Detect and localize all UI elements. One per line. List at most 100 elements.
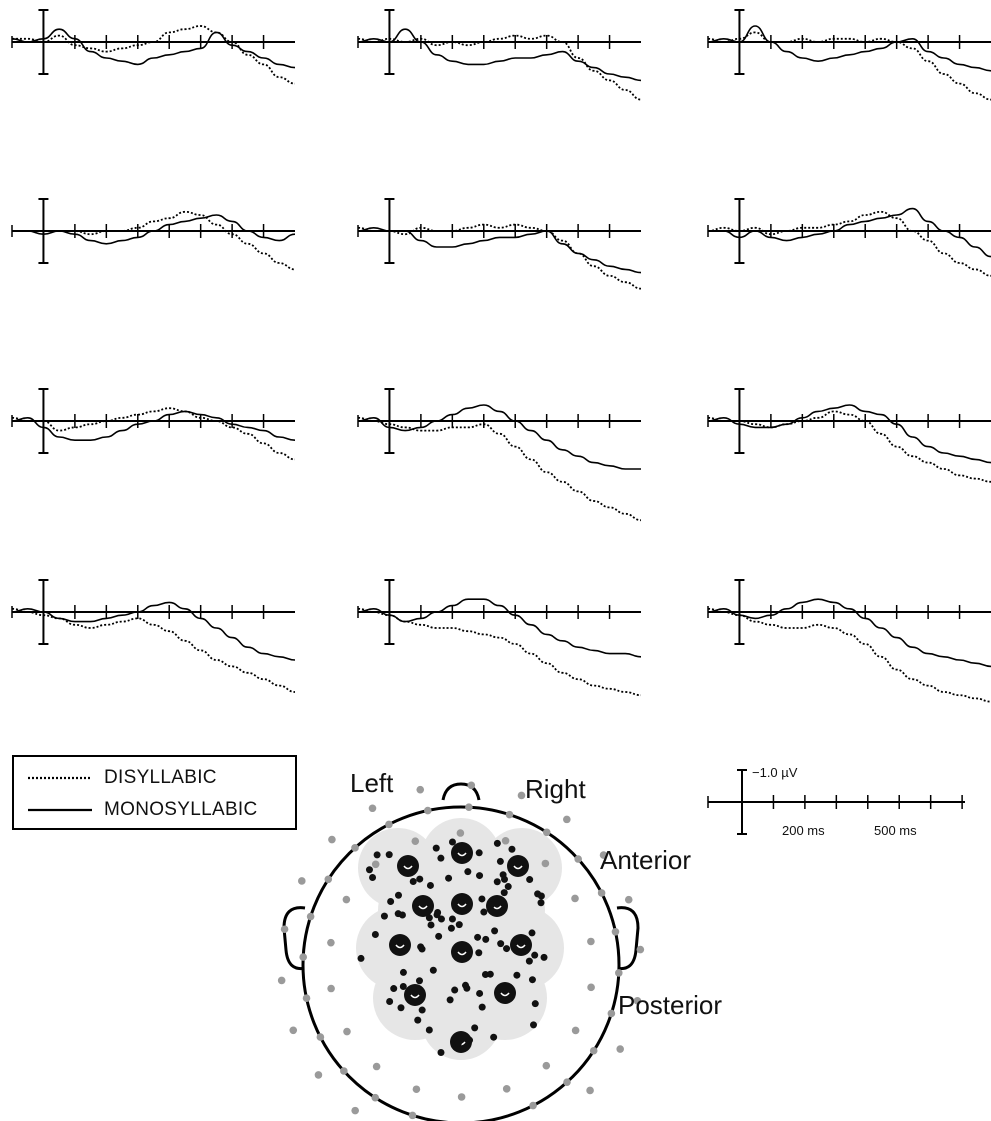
outer-electrode [299, 953, 307, 961]
electrode [491, 927, 499, 935]
electrode [463, 984, 471, 992]
series-disyllabic [12, 210, 296, 271]
electrode [398, 911, 406, 919]
central-electrode [507, 855, 529, 877]
outer-electrode [587, 983, 595, 992]
outer-electrode [416, 785, 425, 794]
electrode-mark [457, 903, 467, 908]
outer-electrode [306, 912, 315, 921]
outer-electrode [327, 938, 335, 947]
central-electrode [451, 842, 473, 864]
panel-r2-c0 [11, 388, 296, 461]
solid-line-swatch [28, 808, 92, 812]
outer-electrode [465, 803, 473, 811]
series-monosyllabic [707, 25, 991, 72]
outer-electrode [636, 945, 645, 954]
scale-bar [707, 769, 965, 835]
electrode [475, 849, 483, 857]
outer-electrode [589, 1046, 598, 1055]
outer-electrode [611, 927, 620, 936]
electrode [448, 915, 456, 923]
electrode [540, 953, 548, 961]
outer-electrode [541, 859, 550, 868]
series-monosyllabic [11, 601, 296, 661]
panel-r0-c1 [357, 9, 642, 101]
central-electrode [412, 895, 434, 917]
electrode [486, 970, 494, 978]
outer-electrode [457, 1093, 466, 1101]
series-disyllabic [357, 607, 642, 697]
series-monosyllabic [357, 28, 642, 82]
electrode [508, 845, 516, 853]
panel-r2-c1 [357, 388, 642, 522]
electrode [500, 875, 508, 883]
electrode [387, 898, 395, 906]
electrode [399, 968, 407, 976]
outer-electrode [624, 895, 633, 904]
electrode [476, 989, 484, 997]
outer-electrode [571, 894, 579, 903]
legend: DISYLLABIC MONOSYLLABIC [12, 755, 297, 830]
electrode-mark [516, 944, 526, 949]
electrode [448, 838, 456, 846]
outer-electrode [467, 781, 476, 790]
outer-electrode [633, 996, 642, 1005]
electrode [437, 915, 445, 923]
outer-electrode [298, 877, 306, 885]
electrode-mark [410, 994, 420, 999]
outer-electrode [517, 791, 526, 800]
central-electrode [389, 934, 411, 956]
waveform-panels [11, 9, 991, 703]
head-label-posterior: Posterior [618, 990, 723, 1020]
electrode [373, 851, 381, 859]
outer-electrode [502, 1085, 511, 1093]
outer-electrode [615, 969, 623, 977]
electrode-head-map [277, 781, 645, 1121]
series-monosyllabic [357, 598, 642, 658]
panel-r3-c2 [707, 579, 991, 703]
outer-electrode [571, 1026, 580, 1035]
outer-electrode [411, 837, 420, 845]
electrode [399, 982, 407, 990]
electrode [416, 875, 424, 883]
panel-r3-c0 [11, 579, 296, 693]
panel-r3-c1 [357, 579, 642, 697]
panel-r1-c2 [707, 198, 991, 277]
electrode [427, 921, 435, 929]
head-label-anterior: Anterior [600, 845, 692, 875]
outer-electrode [371, 1093, 380, 1102]
legend-item-disyllabic: DISYLLABIC [28, 767, 217, 789]
electrode [526, 876, 534, 884]
head-label-right: Right [525, 774, 586, 804]
electrode [493, 839, 501, 847]
electrode-mark [457, 951, 467, 956]
outer-electrode [412, 1085, 421, 1094]
electrode [476, 872, 484, 880]
legend-item-monosyllabic: MONOSYLLABIC [28, 799, 258, 821]
series-disyllabic [357, 416, 642, 522]
electrode [435, 932, 443, 940]
outer-electrode [340, 1067, 348, 1075]
series-monosyllabic [11, 410, 296, 442]
outer-electrode [423, 806, 432, 815]
electrode [497, 940, 505, 948]
outer-electrode [456, 829, 465, 837]
outer-electrode [328, 835, 336, 844]
electrode [451, 986, 459, 994]
outer-electrode [505, 810, 514, 819]
outer-electrode [599, 851, 608, 859]
outer-electrode [368, 804, 377, 813]
electrode-mark [395, 944, 405, 949]
electrode [415, 977, 423, 985]
electrode [369, 873, 377, 881]
central-electrode [451, 941, 473, 963]
electrode [429, 966, 437, 974]
series-disyllabic [707, 31, 991, 101]
electrode-mark [513, 865, 523, 870]
electrode-mark [500, 992, 510, 997]
electrode [513, 971, 521, 979]
outer-electrode [277, 976, 286, 985]
outer-electrode [371, 860, 380, 869]
outer-electrode [289, 1026, 298, 1035]
outer-electrode [314, 1071, 323, 1079]
